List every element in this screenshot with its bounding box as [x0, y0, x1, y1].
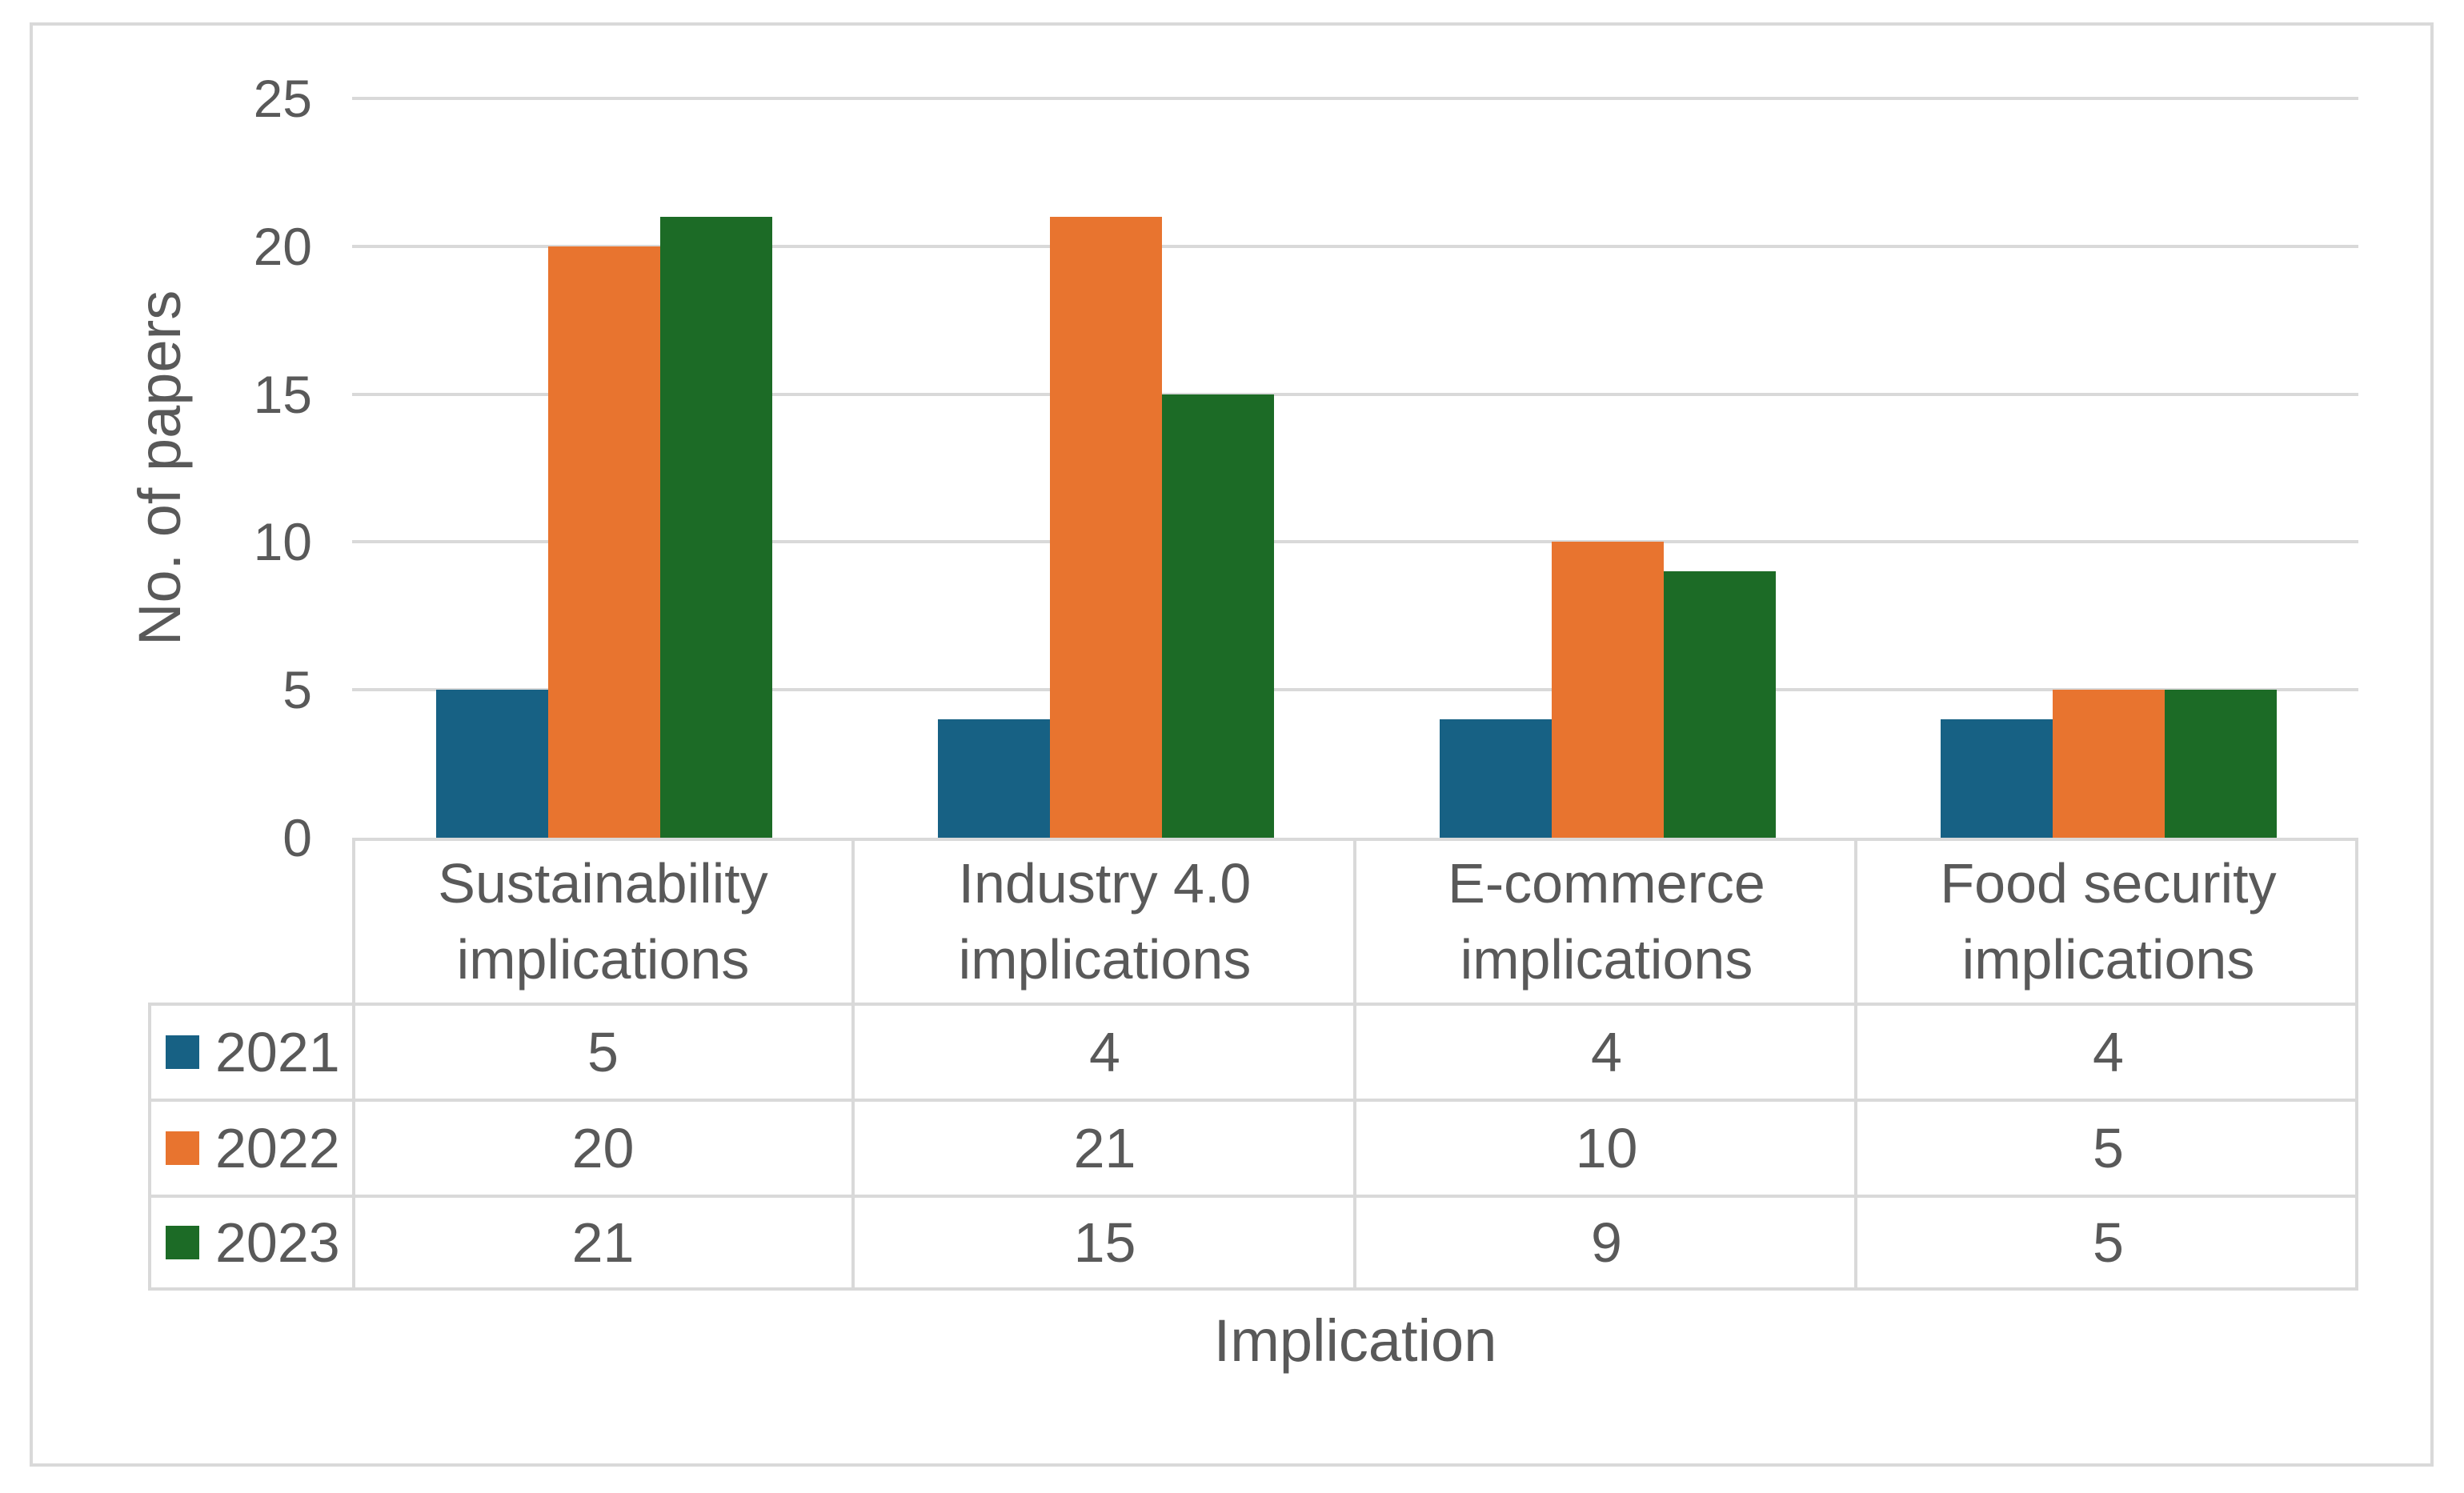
category-header-ecommerce: E-commerce implications: [1448, 852, 1765, 991]
cell-2023-sustainability: 21: [571, 1211, 635, 1274]
bar-group-1: [352, 98, 854, 838]
legend-label-2023: 2023: [215, 1211, 340, 1274]
table-col-line: [851, 838, 855, 1291]
gridline-15: [352, 392, 2358, 396]
legend-swatch-2022: [166, 1131, 199, 1165]
bar-group-2: [854, 98, 1356, 838]
bar-2021-category-1: [436, 690, 548, 838]
bar-2022-category-2: [1049, 216, 1162, 838]
bar-2021-category-4: [1941, 719, 2053, 838]
bar-group-3: [1356, 98, 1857, 838]
bar-2021-category-2: [937, 719, 1050, 838]
gridline-20: [352, 244, 2358, 248]
y-tick-label-20: 20: [253, 216, 312, 276]
data-table: Sustainability implications Industry 4.0…: [148, 838, 2358, 1291]
cell-2021-sustainability: 5: [587, 1020, 619, 1083]
cell-2022-sustainability: 20: [571, 1116, 635, 1179]
table-row-line: [148, 1003, 2358, 1006]
legend-item-2021: 2021: [148, 1006, 352, 1099]
table-row-line: [148, 1099, 2358, 1102]
category-header-foodsecurity: Food security implications: [1940, 852, 2277, 991]
category-header-sustainability: Sustainability implications: [438, 852, 768, 991]
y-tick-label-25: 25: [253, 69, 312, 128]
cell-2021-industry40: 4: [1089, 1020, 1120, 1083]
legend-swatch-2021: [166, 1035, 199, 1069]
y-tick-label-0: 0: [282, 808, 312, 867]
legend-item-2023: 2023: [148, 1198, 352, 1287]
table-col-line: [1854, 838, 1857, 1291]
legend-label-2021: 2021: [215, 1021, 340, 1083]
gridline-10: [352, 540, 2358, 544]
bar-2023-category-1: [660, 216, 772, 838]
table-col-line: [2355, 838, 2358, 1291]
legend-swatch-2023: [166, 1226, 199, 1259]
x-axis-title: Implication: [1213, 1307, 1497, 1374]
cell-2022-ecommerce: 10: [1575, 1116, 1638, 1179]
bar-2022-category-4: [2053, 690, 2166, 838]
table-col-line: [148, 1003, 151, 1291]
y-tick-label-15: 15: [253, 364, 312, 424]
bar-2023-category-2: [1161, 394, 1274, 838]
bar-2022-category-1: [548, 246, 660, 838]
cell-2023-industry40: 15: [1073, 1211, 1136, 1274]
table-col-line: [352, 838, 355, 1291]
cell-2022-industry40: 21: [1073, 1116, 1136, 1179]
gridline-5: [352, 688, 2358, 692]
y-tick-label-10: 10: [253, 512, 312, 572]
cell-2021-ecommerce: 4: [1591, 1020, 1622, 1083]
cell-2023-ecommerce: 9: [1591, 1211, 1622, 1274]
bar-2023-category-3: [1663, 571, 1776, 838]
bar-2023-category-4: [2165, 690, 2278, 838]
legend-label-2022: 2022: [215, 1117, 340, 1179]
cell-2023-foodsecurity: 5: [2093, 1211, 2124, 1274]
bar-2021-category-3: [1439, 719, 1552, 838]
y-axis-title: No. of papers: [126, 290, 193, 646]
table-bottom-line: [148, 1287, 2358, 1291]
gridline-25: [352, 97, 2358, 100]
legend-item-2022: 2022: [148, 1102, 352, 1195]
table-col-line: [1353, 838, 1356, 1291]
cell-2021-foodsecurity: 4: [2093, 1020, 2124, 1083]
bar-group-4: [1857, 98, 2358, 838]
cell-2022-foodsecurity: 5: [2093, 1116, 2124, 1179]
table-row-line: [148, 1195, 2358, 1198]
category-header-industry40: Industry 4.0 implications: [958, 852, 1252, 991]
y-tick-label-5: 5: [282, 660, 312, 720]
plot-area: [352, 97, 2358, 838]
bar-2022-category-3: [1551, 542, 1664, 838]
